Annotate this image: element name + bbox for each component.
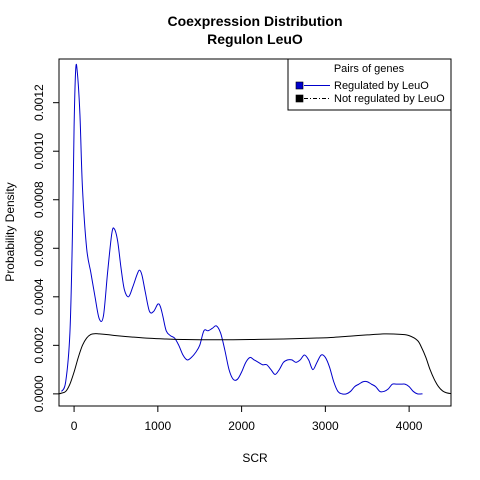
legend-swatch-regulated — [295, 81, 304, 90]
x-axis-label: SCR — [242, 451, 268, 465]
y-tick-label: 0.0006 — [32, 230, 46, 267]
legend-box — [287, 58, 452, 111]
series-line-regulated — [61, 63, 423, 395]
legend-title: Pairs of genes — [334, 63, 405, 75]
y-tick-label: 0.0004 — [32, 278, 46, 315]
x-tick-label: 4000 — [396, 419, 423, 433]
x-axis: 0 1000 2000 3000 4000 — [71, 406, 423, 433]
legend: Pairs of genes Regulated by LeuO Not reg… — [287, 58, 452, 111]
y-axis-label: Probability Density — [3, 182, 17, 281]
x-tick-label: 2000 — [228, 419, 255, 433]
y-tick-label: 0.0008 — [32, 181, 46, 218]
x-tick-label: 1000 — [144, 419, 171, 433]
y-tick-label: 0.0000 — [32, 375, 46, 412]
x-tick-label: 0 — [71, 419, 78, 433]
chart-title: Coexpression Distribution — [167, 13, 342, 29]
x-tick-label: 3000 — [312, 419, 339, 433]
y-tick-label: 0.0002 — [32, 327, 46, 364]
series-layer — [59, 63, 451, 395]
legend-swatch-not-regulated — [295, 94, 304, 103]
y-tick-label: 0.0012 — [32, 84, 46, 121]
y-axis: 0.0000 0.0002 0.0004 0.0006 0.0008 0.0010 0.00… — [32, 84, 59, 412]
chart-subtitle: Regulon LeuO — [207, 31, 303, 47]
legend-entry-not-regulated: Not regulated by LeuO — [334, 93, 445, 105]
y-tick-label: 0.0010 — [32, 133, 46, 170]
series-line-not-regulated — [59, 333, 451, 395]
plot-frame — [58, 58, 452, 407]
legend-entry-regulated: Regulated by LeuO — [334, 80, 429, 92]
